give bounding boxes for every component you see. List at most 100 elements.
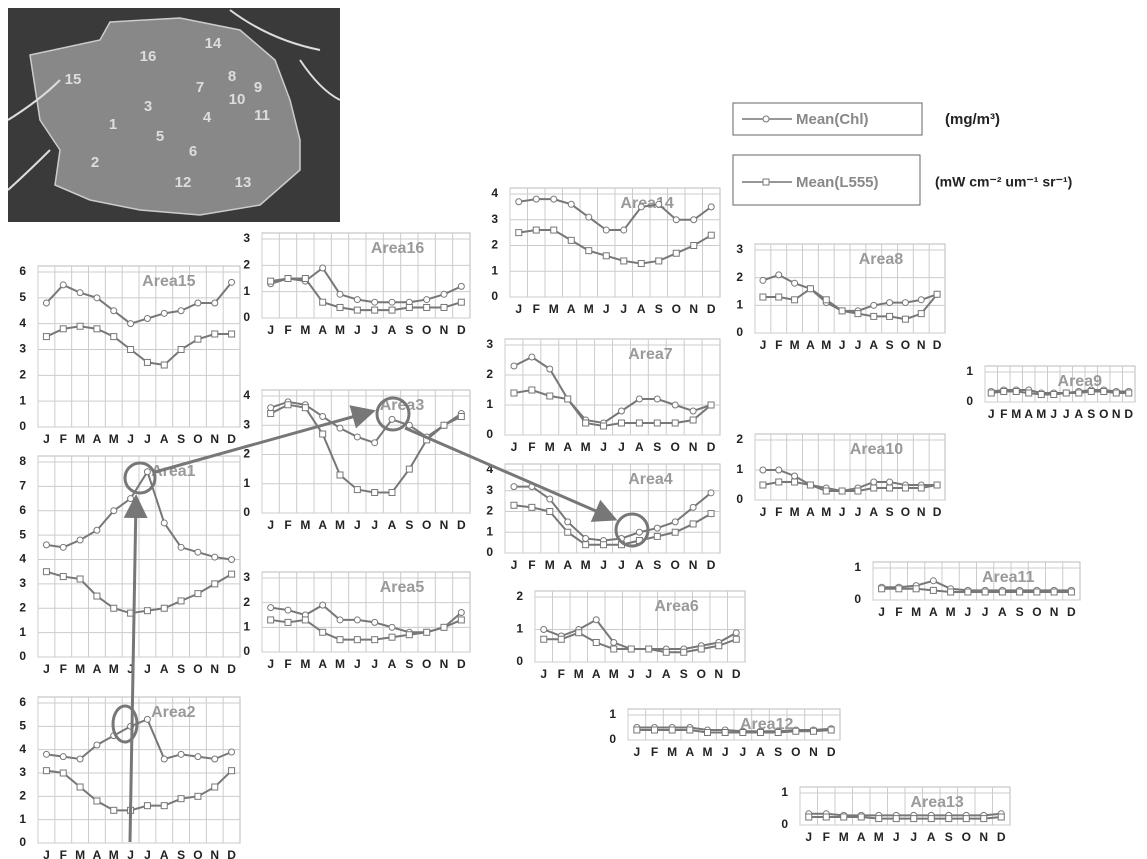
x-tick-label: D: [707, 440, 716, 454]
data-point: [212, 784, 218, 790]
data-point: [320, 431, 326, 437]
x-tick-label: J: [618, 440, 625, 454]
chart-title: Area13: [910, 794, 963, 811]
y-tick-label: 1: [19, 625, 26, 639]
x-tick-label: J: [600, 440, 607, 454]
x-tick-label: A: [567, 302, 576, 316]
data-point: [839, 488, 845, 494]
x-tick-label: J: [645, 667, 652, 681]
data-point: [337, 617, 343, 623]
data-point: [144, 803, 150, 809]
x-tick-label: J: [628, 667, 635, 681]
y-tick-label: 2: [486, 504, 493, 518]
x-tick-label: F: [558, 667, 565, 681]
data-point: [337, 472, 343, 478]
y-tick-label: 0: [19, 835, 26, 849]
data-point: [212, 300, 218, 306]
x-tick-label: A: [318, 323, 327, 337]
x-tick-label: J: [739, 745, 746, 759]
map-label: 14: [205, 35, 222, 52]
chart-title: Area10: [850, 441, 903, 458]
x-tick-label: O: [193, 848, 202, 859]
data-point: [568, 201, 574, 207]
y-tick-label: 0: [854, 592, 861, 606]
x-tick-label: D: [227, 662, 236, 676]
data-point: [716, 643, 722, 649]
data-point: [652, 727, 658, 733]
x-tick-label: S: [945, 830, 953, 844]
data-point: [871, 485, 877, 491]
data-point: [43, 300, 49, 306]
x-tick-label: J: [722, 745, 729, 759]
chart: 0123JFMAMJJASONDArea8: [736, 242, 945, 352]
x-tick-label: M: [300, 657, 310, 671]
data-point: [855, 311, 861, 317]
y-tick-label: 2: [243, 258, 250, 272]
data-point: [458, 610, 464, 616]
x-tick-label: F: [60, 662, 67, 676]
data-point: [618, 420, 624, 426]
data-point: [268, 411, 274, 417]
data-point: [441, 291, 447, 297]
data-point: [887, 300, 893, 306]
data-point: [636, 529, 642, 535]
data-point: [583, 535, 589, 541]
data-point: [94, 742, 100, 748]
data-point: [195, 300, 201, 306]
data-point: [760, 277, 766, 283]
data-point: [60, 544, 66, 550]
y-tick-label: 3: [491, 212, 498, 226]
y-tick-label: 5: [19, 290, 26, 304]
data-point: [144, 608, 150, 614]
data-point: [229, 768, 235, 774]
data-point: [776, 294, 782, 300]
x-tick-label: D: [457, 518, 466, 532]
x-tick-label: S: [1087, 407, 1095, 421]
data-point: [586, 248, 592, 254]
data-point: [708, 402, 714, 408]
x-tick-label: M: [75, 848, 85, 859]
data-point: [195, 549, 201, 555]
data-point: [354, 307, 360, 313]
data-point: [144, 359, 150, 365]
x-tick-label: J: [511, 440, 518, 454]
x-tick-label: A: [388, 518, 397, 532]
y-tick-label: 2: [19, 368, 26, 382]
x-tick-label: J: [371, 657, 378, 671]
data-point: [389, 634, 395, 640]
data-point: [195, 336, 201, 342]
data-point: [372, 307, 378, 313]
x-tick-label: A: [869, 505, 878, 519]
data-point: [887, 313, 893, 319]
data-point: [161, 520, 167, 526]
data-point: [128, 347, 134, 353]
data-point: [913, 586, 919, 592]
data-point: [1126, 390, 1132, 396]
data-point: [551, 196, 557, 202]
data-point: [879, 586, 885, 592]
x-tick-label: M: [109, 848, 119, 859]
data-point: [111, 334, 117, 340]
x-tick-label: J: [515, 302, 522, 316]
x-tick-label: A: [160, 432, 169, 446]
data-point: [1051, 589, 1057, 595]
x-tick-label: J: [43, 432, 50, 446]
map-label: 12: [175, 174, 192, 191]
data-point: [681, 649, 687, 655]
x-tick-label: J: [540, 667, 547, 681]
data-point: [775, 730, 781, 736]
data-point: [60, 770, 66, 776]
y-tick-label: 0: [19, 419, 26, 433]
data-point: [302, 617, 308, 623]
data-point: [911, 816, 917, 822]
data-point: [441, 624, 447, 630]
data-point: [663, 649, 669, 655]
x-tick-label: J: [603, 302, 610, 316]
data-point: [60, 574, 66, 580]
x-tick-label: F: [284, 657, 291, 671]
x-tick-label: A: [806, 505, 815, 519]
x-tick-label: J: [633, 745, 640, 759]
data-point: [195, 793, 201, 799]
data-point: [792, 479, 798, 485]
y-tick-label: 0: [243, 310, 250, 324]
